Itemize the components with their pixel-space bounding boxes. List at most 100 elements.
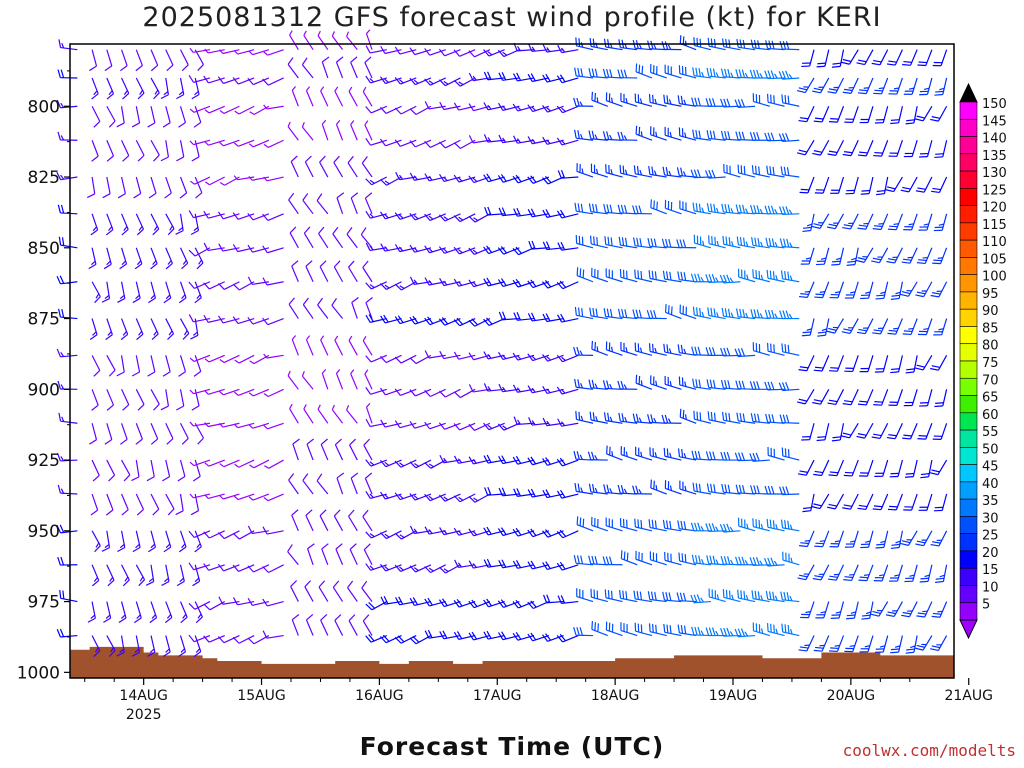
wind-barb	[318, 226, 329, 249]
barb-flag	[904, 476, 914, 478]
wind-barb	[802, 213, 815, 233]
barb-staff	[370, 139, 387, 146]
barb-staff	[362, 267, 373, 283]
barb-flag	[737, 628, 742, 637]
barb-flag	[457, 562, 463, 568]
wind-barb	[542, 105, 564, 113]
wind-barb	[831, 247, 845, 266]
barb-staff	[898, 355, 904, 373]
barb-staff	[848, 49, 859, 65]
wind-barb	[664, 199, 682, 215]
colorbar: 1501451401351301251201151101051009590858…	[959, 82, 1007, 640]
barb-flag	[249, 111, 255, 116]
wind-barb	[692, 202, 712, 215]
barb-flag	[181, 64, 189, 72]
barb-staff	[292, 443, 299, 461]
barb-flag	[471, 631, 478, 640]
wind-barb	[800, 247, 815, 265]
wind-barb	[145, 564, 155, 586]
barb-flag	[780, 591, 783, 600]
colorbar-swatch	[959, 291, 978, 310]
barb-flag	[647, 237, 651, 247]
barb-flag	[107, 331, 112, 336]
barb-flag	[413, 175, 418, 181]
wind-barb	[707, 307, 726, 320]
wind-barb	[233, 49, 255, 55]
wind-barb	[334, 614, 344, 636]
wind-barb	[542, 313, 564, 323]
barb-flag	[576, 451, 580, 460]
barb-staff	[347, 587, 358, 602]
wind-barb	[721, 483, 741, 495]
barb-flag	[438, 390, 446, 398]
barb-flag	[394, 244, 401, 252]
barb-staff	[927, 564, 933, 582]
barb-flag	[365, 282, 372, 290]
barb-staff	[346, 36, 358, 51]
barb-staff	[331, 35, 344, 51]
barb-flag	[621, 413, 625, 422]
barb-flag	[394, 316, 401, 324]
wind-barb	[188, 74, 211, 83]
wind-barb	[193, 355, 202, 377]
barb-flag	[828, 150, 838, 154]
barb-flag	[744, 208, 749, 214]
barb-flag	[618, 412, 621, 422]
wind-barb	[779, 238, 800, 249]
barb-flag	[725, 412, 728, 421]
barb-flag	[767, 557, 772, 566]
wind-barb	[802, 493, 815, 513]
barb-flag	[453, 391, 461, 398]
wind-barb	[106, 355, 116, 377]
wind-barb	[618, 236, 638, 249]
wind-barb	[232, 316, 255, 325]
barb-staff	[193, 422, 211, 427]
barb-flag	[755, 557, 760, 566]
wind-barb	[721, 38, 741, 51]
barb-staff	[911, 140, 918, 157]
barb-flag	[58, 236, 62, 246]
barb-flag	[483, 559, 489, 568]
barb-staff	[804, 139, 815, 156]
colorbar-swatch	[959, 153, 978, 172]
barb-flag	[745, 241, 749, 247]
barb-flag	[726, 627, 731, 637]
barb-flag	[888, 60, 897, 63]
barb-flag	[734, 348, 739, 357]
barb-flag	[91, 579, 100, 587]
barb-flag	[399, 566, 404, 571]
barb-flag	[305, 509, 313, 516]
barb-flag	[632, 205, 636, 214]
barb-staff	[135, 493, 145, 510]
wind-barb	[573, 554, 594, 566]
barb-flag	[632, 485, 636, 494]
wind-barb	[165, 247, 173, 270]
wind-barb	[512, 72, 535, 82]
barb-flag	[289, 30, 293, 36]
barb-flag	[336, 472, 345, 479]
barb-flag	[893, 327, 899, 330]
barb-flag	[737, 99, 742, 108]
barb-flag	[744, 631, 749, 637]
barb-flag	[501, 487, 507, 496]
barb-flag	[203, 314, 209, 323]
barb-flag	[669, 485, 673, 491]
barb-flag	[487, 353, 492, 359]
barb-flag	[194, 546, 202, 553]
barb-flag	[178, 91, 184, 96]
wind-barb	[204, 422, 225, 428]
barb-flag	[203, 282, 210, 290]
barb-flag	[190, 510, 199, 516]
barb-flag	[779, 238, 783, 247]
barb-flag	[916, 540, 926, 544]
barb-flag	[413, 567, 419, 572]
wind-barb	[219, 493, 240, 500]
colorbar-label: 40	[982, 477, 999, 492]
barb-flag	[830, 118, 839, 120]
barb-flag	[122, 579, 130, 587]
wind-barb	[826, 213, 845, 230]
wind-barb	[557, 44, 579, 54]
barb-flag	[516, 355, 522, 360]
barb-flag	[468, 496, 476, 503]
wind-barb	[797, 564, 815, 581]
